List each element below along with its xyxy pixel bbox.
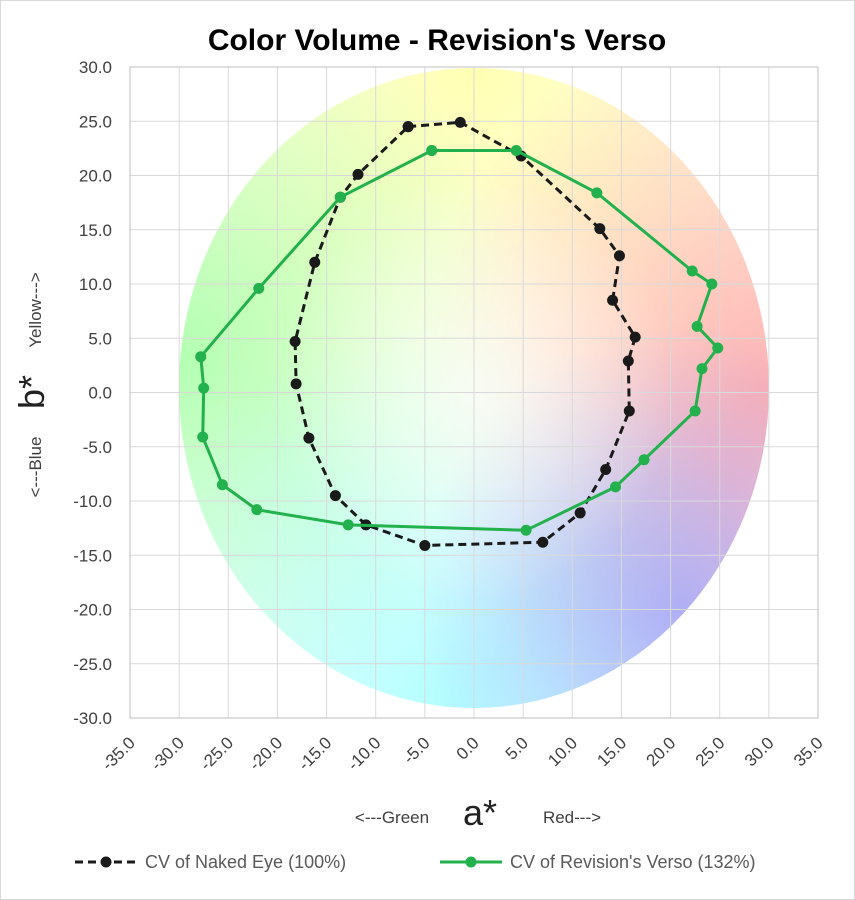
plot-border xyxy=(129,66,819,719)
data-point xyxy=(622,355,634,367)
y-tick-label: -20.0 xyxy=(73,601,112,620)
data-point xyxy=(251,504,263,516)
data-point xyxy=(613,250,625,262)
data-point xyxy=(290,378,302,390)
y-tick-label: 10.0 xyxy=(79,275,112,294)
y-axis-label-main: b* xyxy=(11,375,52,409)
data-point xyxy=(712,342,724,354)
data-point xyxy=(454,116,466,128)
legend-marker xyxy=(100,856,112,868)
series-line xyxy=(293,120,637,547)
data-point xyxy=(691,320,703,332)
data-point xyxy=(610,481,622,493)
y-axis-label-left: <---Blue xyxy=(26,437,45,498)
y-tick-label: 25.0 xyxy=(79,112,112,131)
data-point xyxy=(309,256,321,268)
data-point xyxy=(329,490,341,502)
y-tick-label: -30.0 xyxy=(73,709,112,728)
data-point xyxy=(689,405,701,417)
data-point xyxy=(686,265,698,277)
legend-label: CV of Revision's Verso (132%) xyxy=(510,852,756,872)
x-axis-label-right: Red---> xyxy=(543,808,601,827)
data-point xyxy=(574,507,586,519)
y-tick-label: -10.0 xyxy=(73,492,112,511)
data-point xyxy=(520,524,532,536)
data-point xyxy=(216,479,228,491)
y-tick-label: 0.0 xyxy=(88,384,112,403)
chart-title: Color Volume - Revision's Verso xyxy=(208,24,666,57)
data-point xyxy=(198,382,210,394)
y-tick-label: 30.0 xyxy=(79,58,112,77)
y-tick-label: 20.0 xyxy=(79,167,112,186)
x-axis-label-left: <---Green xyxy=(355,808,429,827)
data-point xyxy=(600,464,612,476)
data-point xyxy=(607,294,619,306)
y-axis-label-right: Yellow---> xyxy=(26,272,45,348)
data-point xyxy=(419,539,431,551)
y-tick-label: 15.0 xyxy=(79,221,112,240)
data-point xyxy=(253,282,265,294)
data-point xyxy=(303,432,315,444)
data-point xyxy=(537,536,549,548)
data-point xyxy=(591,187,603,199)
legend-label: CV of Naked Eye (100%) xyxy=(145,852,346,872)
data-point xyxy=(402,121,414,133)
y-tick-label: -25.0 xyxy=(73,655,112,674)
legend-marker xyxy=(465,856,477,868)
data-point xyxy=(197,431,209,443)
data-point xyxy=(638,454,650,466)
data-point xyxy=(289,336,301,348)
data-point xyxy=(342,519,354,531)
data-point xyxy=(629,331,641,343)
data-point xyxy=(706,278,718,290)
data-point xyxy=(696,363,708,375)
y-tick-label: 5.0 xyxy=(88,329,112,348)
data-point xyxy=(426,145,438,157)
y-tick-label: -15.0 xyxy=(73,546,112,565)
data-point xyxy=(623,405,635,417)
y-tick-label: -5.0 xyxy=(83,438,112,457)
data-point xyxy=(594,223,606,235)
data-point xyxy=(334,191,346,203)
x-axis-label-main: a* xyxy=(463,792,497,833)
data-point xyxy=(195,351,207,363)
data-point xyxy=(510,145,522,157)
data-point xyxy=(352,168,364,180)
